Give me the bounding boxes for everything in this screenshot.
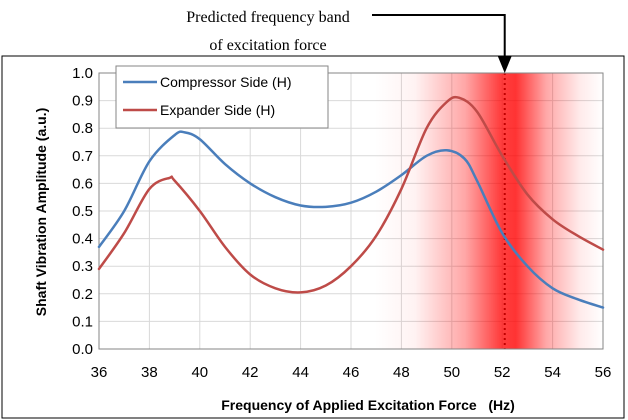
x-tick-label: 42: [242, 364, 259, 381]
y-tick-labels: 0.0 0.1 0.2 0.3 0.4 0.5 0.6 0.7 0.8 0.9 1.0: [72, 65, 93, 358]
x-tick-label: 40: [191, 364, 208, 381]
series-layer: [97, 95, 605, 309]
series-line-1: [97, 95, 605, 294]
legend-label-expander: Expander Side (H): [160, 102, 275, 118]
y-tick-label: 0.8: [72, 120, 93, 137]
x-tick-labels: 36 38 40 42 44 46 48 50 52 54 56: [91, 364, 612, 381]
y-tick-label: 0.1: [72, 313, 93, 330]
annotation: Predicted frequency band of excitation f…: [186, 9, 512, 73]
x-tick-label: 56: [595, 364, 612, 381]
y-tick-label: 0.2: [72, 286, 93, 303]
x-axis-title: Frequency of Applied Excitation Force (H…: [221, 397, 515, 413]
annotation-line-1: Predicted frequency band: [186, 9, 349, 26]
y-tick-label: 1.0: [72, 65, 93, 82]
x-tick-label: 52: [494, 364, 511, 381]
y-axis-title: Shaft Vibration Amplitude (a.u.): [33, 108, 49, 316]
y-tick-label: 0.4: [72, 231, 93, 248]
x-tick-label: 54: [544, 364, 561, 381]
y-tick-label: 0.3: [72, 258, 93, 275]
legend: Compressor Side (H) Expander Side (H): [115, 65, 329, 129]
y-tick-label: 0.7: [72, 148, 93, 165]
highlight-band: [373, 73, 603, 349]
y-tick-label: 0.6: [72, 175, 93, 192]
x-tick-label: 38: [141, 364, 158, 381]
y-tick-label: 0.5: [72, 203, 93, 220]
x-tick-label: 50: [443, 364, 460, 381]
x-tick-label: 46: [343, 364, 360, 381]
legend-label-compressor: Compressor Side (H): [160, 74, 291, 90]
x-tick-label: 36: [91, 364, 108, 381]
x-tick-label: 48: [393, 364, 410, 381]
annotation-line-2: of excitation force: [209, 37, 326, 54]
series-line-0: [97, 130, 605, 309]
legend-box: [115, 65, 329, 129]
y-tick-label: 0.9: [72, 93, 93, 110]
annotation-arrow-head: [497, 56, 512, 73]
y-tick-label: 0.0: [72, 341, 93, 358]
plot-area-border: [98, 72, 604, 350]
x-tick-label: 44: [292, 364, 309, 381]
annotation-arrow-line: [372, 14, 506, 59]
